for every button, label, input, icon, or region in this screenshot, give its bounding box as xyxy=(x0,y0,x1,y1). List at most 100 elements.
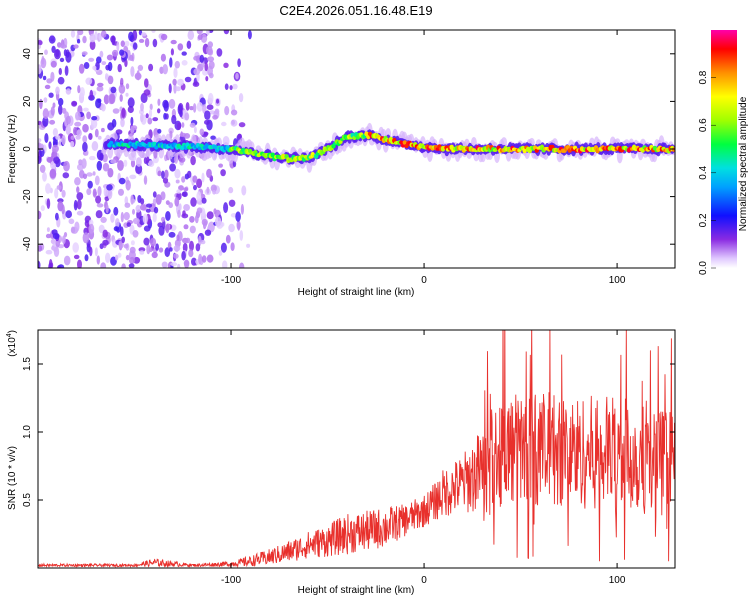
noise-blob xyxy=(74,221,80,232)
noise-blob xyxy=(144,37,150,48)
noise-blob xyxy=(73,126,78,136)
noise-blob xyxy=(128,263,135,268)
noise-blob xyxy=(63,160,70,172)
noise-blob xyxy=(135,204,141,213)
noise-blob xyxy=(86,172,93,177)
noise-blob xyxy=(157,128,162,134)
noise-blob xyxy=(130,240,135,246)
noise-blob xyxy=(119,49,125,56)
noise-blob xyxy=(44,49,48,55)
noise-blob xyxy=(144,78,149,88)
noise-blob xyxy=(136,157,142,167)
noise-blob xyxy=(160,191,166,201)
noise-blob xyxy=(76,199,82,210)
noise-blob xyxy=(97,82,104,87)
noise-blob xyxy=(145,208,151,213)
noise-blob xyxy=(70,135,75,141)
noise-blob xyxy=(149,103,153,111)
noise-blob xyxy=(130,194,134,205)
noise-blob xyxy=(184,112,190,121)
noise-blob xyxy=(223,202,229,214)
noise-blob xyxy=(81,51,88,56)
noise-blob xyxy=(111,35,116,46)
colorbar-ticks: 0.0 0.2 0.4 0.6 0.8 xyxy=(698,70,716,275)
noise-blob xyxy=(120,211,124,223)
noise-blob xyxy=(237,133,242,139)
noise-blob xyxy=(118,84,126,94)
snr-xtick-label: 0 xyxy=(421,575,427,586)
noise-blob xyxy=(46,78,53,84)
snr-axes: -100 0 100 0.5 1.0 1.5 xyxy=(22,330,675,586)
noise-blob xyxy=(127,97,135,108)
noise-blob xyxy=(125,83,130,90)
noise-blob xyxy=(61,204,65,215)
noise-blob xyxy=(131,125,138,131)
noise-blob xyxy=(62,235,66,245)
noise-blob xyxy=(137,195,142,203)
noise-blob xyxy=(204,110,211,120)
noise-blob xyxy=(44,133,49,143)
noise-blob xyxy=(162,63,168,75)
noise-blob xyxy=(82,35,87,44)
noise-blob xyxy=(106,54,114,61)
noise-blob xyxy=(177,104,183,115)
noise-blob xyxy=(58,97,64,106)
noise-blob xyxy=(82,232,90,244)
noise-blob xyxy=(239,262,245,268)
noise-blob xyxy=(206,30,210,35)
noise-blob xyxy=(173,67,178,78)
spectrogram-xlabel: Height of straight line (km) xyxy=(298,287,415,298)
noise-blob xyxy=(208,60,215,70)
figure-title: C2E4.2026.051.16.48.E19 xyxy=(279,3,432,18)
colorbar-tick-label: 0.2 xyxy=(698,213,709,227)
noise-blob xyxy=(142,213,148,224)
noise-blob xyxy=(218,163,224,168)
noise-blob xyxy=(193,55,200,61)
noise-blob xyxy=(49,119,56,125)
noise-blob xyxy=(48,92,54,98)
colorbar-tick-label: 0.0 xyxy=(698,261,709,275)
noise-blob xyxy=(177,209,181,218)
noise-blob xyxy=(116,41,120,52)
snr-xlabel: Height of straight line (km) xyxy=(298,585,415,596)
noise-blob xyxy=(42,171,47,182)
noise-blob xyxy=(52,102,56,108)
noise-blob xyxy=(161,216,166,222)
noise-blob xyxy=(241,185,247,196)
snr-scale-close: ) xyxy=(7,330,18,333)
noise-blob xyxy=(187,170,192,179)
noise-blob xyxy=(204,62,208,72)
noise-blob xyxy=(57,265,62,268)
noise-blob xyxy=(94,128,99,138)
noise-blob xyxy=(86,111,91,120)
spectrogram-xtick-label: 0 xyxy=(421,275,427,286)
noise-blob xyxy=(65,115,71,125)
noise-blob xyxy=(38,68,42,73)
noise-blob xyxy=(124,202,131,208)
noise-blob xyxy=(155,194,162,205)
svg-text:(x104): (x104) xyxy=(6,330,18,357)
noise-blob xyxy=(172,78,177,86)
snr-ytick-label: 1.5 xyxy=(22,357,33,371)
spectrogram-ytick-label: 0 xyxy=(22,146,33,152)
noise-blob xyxy=(155,243,160,251)
noise-blob xyxy=(224,83,229,90)
noise-blob xyxy=(239,230,244,241)
noise-blob xyxy=(148,108,153,118)
noise-blob xyxy=(220,169,226,177)
noise-blob xyxy=(55,86,60,95)
noise-blob xyxy=(181,213,189,219)
noise-blob xyxy=(218,250,223,256)
noise-blob xyxy=(95,195,102,204)
noise-blob xyxy=(70,140,75,148)
noise-blob xyxy=(42,116,49,127)
noise-blob xyxy=(120,226,124,237)
noise-blob xyxy=(192,103,197,113)
noise-blob xyxy=(196,207,203,214)
noise-blob xyxy=(121,263,126,268)
noise-blob xyxy=(49,168,57,179)
noise-blob xyxy=(206,45,213,56)
noise-blob xyxy=(178,185,184,191)
